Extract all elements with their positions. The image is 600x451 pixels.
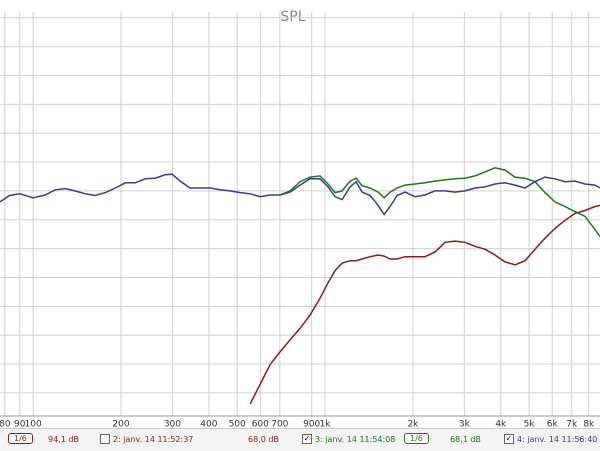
checkbox[interactable]: ✓ xyxy=(504,434,514,444)
checkbox[interactable]: ✓ xyxy=(302,434,312,444)
x-tick-label: 90 xyxy=(14,420,26,429)
measurement-name[interactable]: 2: janv. 14 11:52:37 xyxy=(113,435,194,444)
x-tick-label: 300 xyxy=(164,420,181,429)
x-tick-label: 7k xyxy=(566,420,578,429)
level-readout: 68,0 dB xyxy=(248,435,279,444)
plot-background xyxy=(0,0,600,428)
x-tick-label: 1k xyxy=(320,420,332,429)
measurement-name[interactable]: 3: janv. 14 11:54:08 xyxy=(315,435,396,444)
x-tick-label: 600 xyxy=(252,420,269,429)
x-tick-label: 400 xyxy=(200,420,217,429)
x-tick-label: 8k xyxy=(583,420,595,429)
x-tick-label: 100 xyxy=(25,420,42,429)
x-tick-label: 200 xyxy=(112,420,129,429)
x-tick-label: 500 xyxy=(229,420,246,429)
data-line xyxy=(279,167,600,237)
data-line xyxy=(249,204,600,405)
x-tick-label: 80 xyxy=(0,420,11,429)
chart-title: SPL xyxy=(280,9,305,25)
smoothing-label[interactable]: 1/6 xyxy=(8,433,33,444)
x-tick-label: 6k xyxy=(547,420,559,429)
x-tick-label: 900 xyxy=(303,420,320,429)
x-tick-label: 2k xyxy=(407,420,419,429)
measurement-name[interactable]: 4: janv. 14 11:56:40 xyxy=(517,435,598,444)
x-tick-label: 700 xyxy=(271,420,288,429)
chart: SPL 80 90 100 200 300 400 500 600 700 900 1k 2k 3k 4k… xyxy=(0,0,600,429)
x-tick-label: 3k xyxy=(459,420,471,429)
x-tick-label: 5k xyxy=(524,420,536,429)
smoothing-label[interactable]: 1/6 xyxy=(404,433,429,444)
level-readout: 94,1 dB xyxy=(48,435,79,444)
x-tick-label: 4k xyxy=(495,420,507,429)
level-readout: 68,1 dB xyxy=(450,435,481,444)
data-line xyxy=(0,173,600,216)
status-bar: 1/6 94,1 dB 2: janv. 14 11:52:37 68,0 dB… xyxy=(0,428,600,451)
checkbox[interactable] xyxy=(100,434,110,444)
